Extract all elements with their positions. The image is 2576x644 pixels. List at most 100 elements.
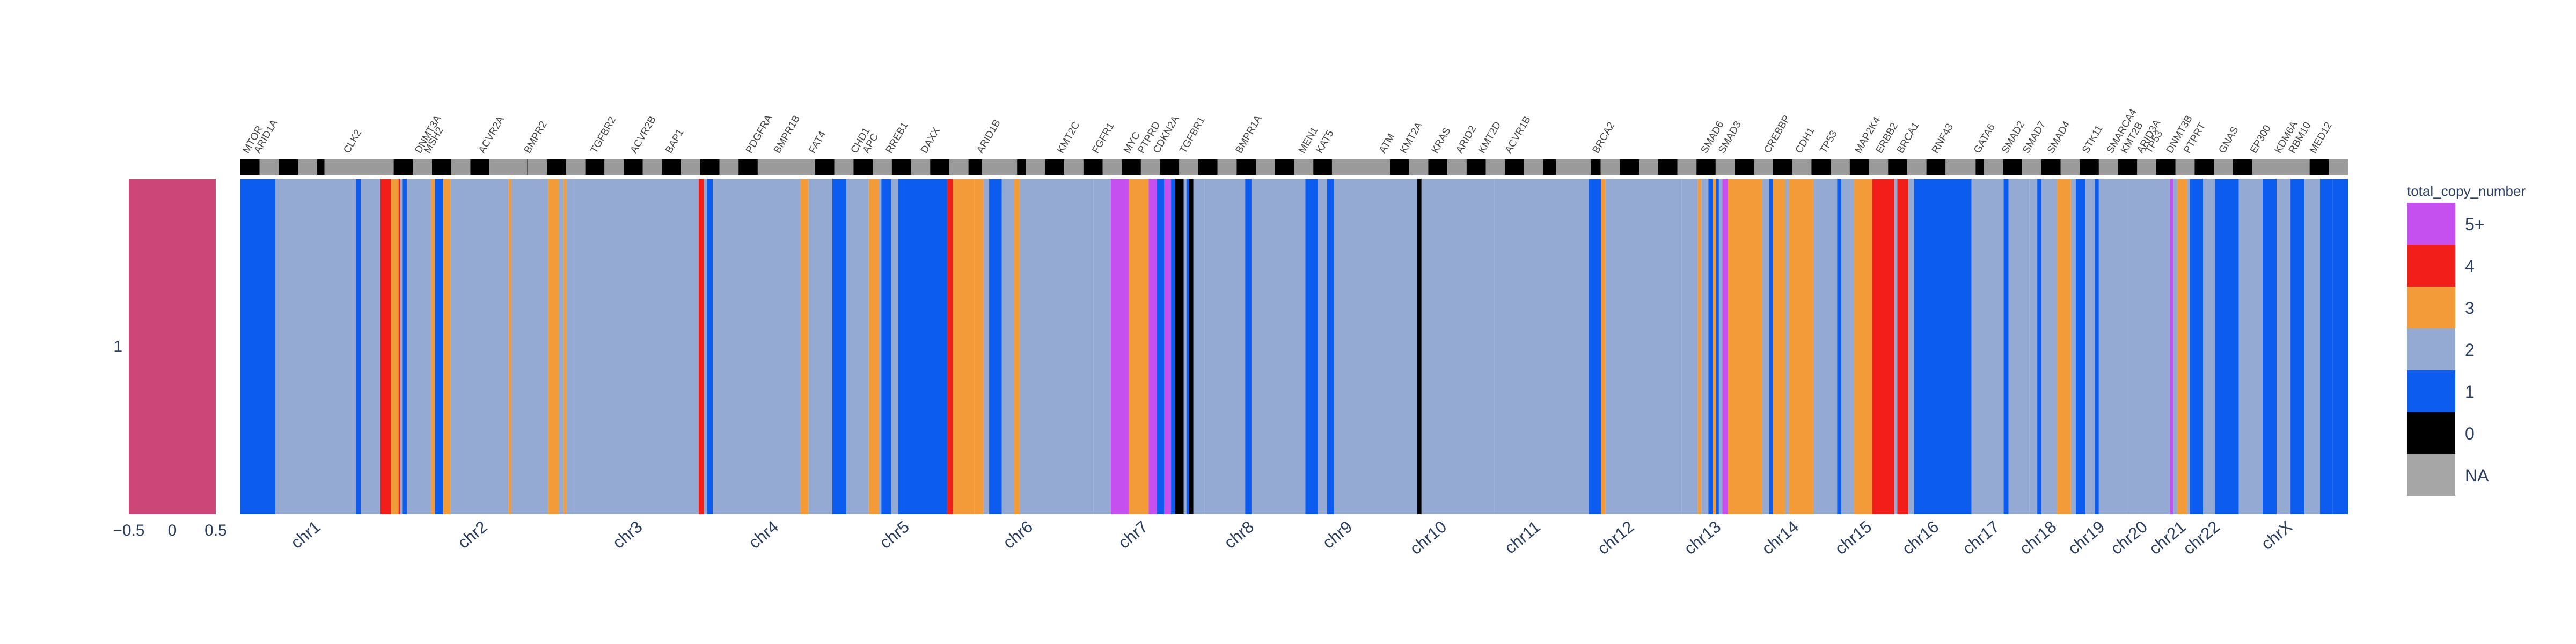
chromosome-label: chr17 [1959,517,2003,559]
cn-segment [1713,179,1716,514]
gene-track-block [298,159,317,175]
gene-track-block [1505,159,1524,175]
legend-swatch [2407,412,2455,454]
cn-segment [407,179,431,514]
cn-segment [356,179,361,514]
gene-track-block [911,159,931,175]
cn-segment [1251,179,1306,514]
cn-segment [1318,179,1327,514]
gene-track-block [2080,159,2099,175]
gene-label: CDH1 [1794,126,1817,155]
gene-label: GATA6 [1972,122,1997,155]
gene-track-block [2041,159,2061,175]
cn-segment [891,179,898,514]
gene-track-block [1428,159,1448,175]
cn-segment [1175,179,1184,514]
cn-segment [1785,179,1789,514]
cn-segment [1589,179,1601,514]
cn-segment [1718,179,1723,514]
gene-track-block [528,159,547,175]
gene-track-block [1715,159,1735,175]
cn-segment [1417,179,1422,514]
cn-segment [435,179,444,514]
cn-segment [1601,179,1606,514]
cn-segment [974,179,984,514]
gene-label: EP300 [2248,123,2273,156]
gene-track-block [1026,159,1045,175]
gene-track-block [547,159,566,175]
chromosome-label: chr16 [1898,517,1942,559]
cn-segment [450,179,509,514]
chromosome-label: chr4 [745,517,782,553]
gene-track-block [492,159,528,175]
gene-track-block [1696,159,1716,175]
gene-track-block [2022,159,2041,175]
gene-label: BAP1 [663,127,686,156]
gene-track-block [1331,159,1388,175]
chromosome-label: chrX [2257,517,2296,553]
legend-title: total_copy_number [2407,183,2526,199]
purity-x-tick: −0.5 [113,522,144,539]
cn-segment [1708,179,1713,514]
gene-track-block [700,159,720,175]
gene-track-block [1294,159,1314,175]
cn-segment [846,179,869,514]
cn-segment [903,179,947,514]
gene-track-block [1639,159,1658,175]
cn-segment [1697,179,1702,514]
chromosome-label: chr18 [2016,517,2060,559]
cn-segment [548,179,559,514]
gene-track-block [772,159,801,175]
cn-segment [380,179,391,514]
gene-track-block [949,159,969,175]
cn-segment [2332,179,2348,514]
chromosome-label: chr1 [287,517,324,553]
cn-segment [2041,179,2057,514]
cn-segment [2177,179,2187,514]
cn-segment [443,179,451,514]
chromosome-label: chr2 [454,517,491,553]
cn-segment [2170,179,2174,514]
gene-track-block [1064,159,1084,175]
gene-track-block [1792,159,1812,175]
cn-segment [2057,179,2071,514]
gene-track-block [1447,159,1467,175]
cn-segment [2190,179,2204,514]
purity-cell [129,179,216,514]
gene-track-block [1160,159,1180,175]
gene-track-block [1677,159,1697,175]
gene-track-block [1948,159,1976,175]
gene-label: ACVR2B [628,114,658,155]
gene-track-block [738,159,758,175]
gene-label: BMPR2 [522,119,550,155]
purity-x-tick: 0.5 [204,522,227,539]
legend-label: 1 [2465,382,2475,401]
gene-track-block [1045,159,1065,175]
cn-segment [1163,179,1172,514]
gene-track-block [413,159,432,175]
gene-track-block [279,159,298,175]
cn-segment [989,179,1002,514]
chromosome-label: chr3 [609,517,646,553]
cn-segment [2203,179,2215,514]
gene-track-block [1600,159,1620,175]
cn-segment [564,179,567,514]
legend-swatch [2407,203,2455,245]
cn-segment [1971,179,2004,514]
cn-segment [2319,179,2333,514]
gene-track-block [815,159,835,175]
cn-segment [240,179,276,514]
gene-track-block [1658,159,1678,175]
chromosome-label: chr11 [1501,517,1544,558]
cn-segment [1762,179,1769,514]
cn-segment [2173,179,2177,514]
gene-track-block [1466,159,1486,175]
gene-track-block [873,159,892,175]
chromosome-label: chr13 [1680,517,1724,559]
cn-segment [1245,179,1252,514]
cn-segment [2003,179,2009,514]
cn-segment [1189,179,1194,514]
cn-segment [2238,179,2263,514]
gene-label: TP53 [1818,129,1840,156]
